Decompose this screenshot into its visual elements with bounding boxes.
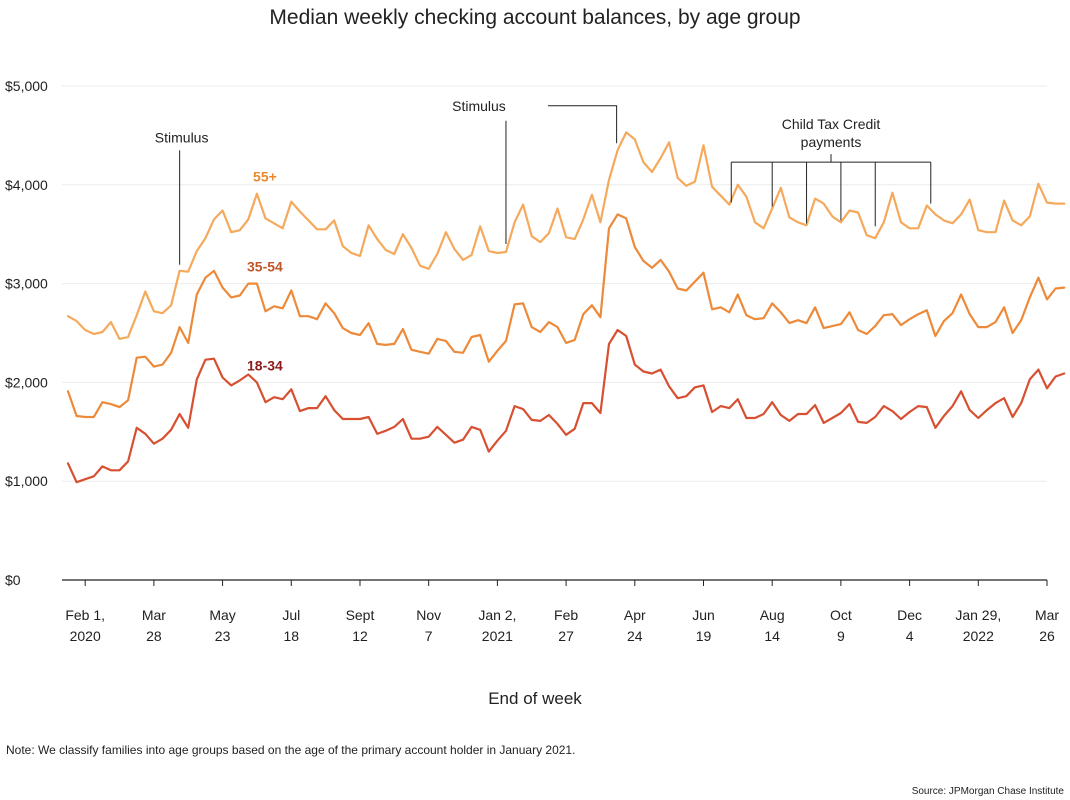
x-tick-label: 19	[696, 628, 712, 644]
y-tick-label: $4,000	[5, 177, 48, 193]
x-tick-label: 28	[146, 628, 162, 644]
footnote: Note: We classify families into age grou…	[6, 743, 576, 757]
x-tick-label: Jan 29,	[955, 607, 1001, 623]
x-tick-label: Aug	[760, 607, 785, 623]
x-tick-label: 2022	[963, 628, 994, 644]
source-credit: Source: JPMorgan Chase Institute	[911, 786, 1064, 797]
x-tick-label: 27	[558, 628, 574, 644]
series-lines	[66, 131, 1066, 484]
annotation-label: Stimulus	[155, 129, 209, 145]
y-axis: $0 $1,000 $2,000 $3,000 $4,000 $5,000	[5, 78, 48, 588]
x-tick-label: Jul	[282, 607, 300, 623]
x-tick-label: Feb	[554, 607, 578, 623]
series-label: 35-54	[247, 259, 283, 275]
y-tick-label: $5,000	[5, 78, 48, 94]
x-tick-label: 12	[352, 628, 368, 644]
x-tick-label: Sept	[346, 607, 375, 623]
series-labels: 55+ 35-54 18-34	[247, 169, 283, 374]
x-tick-label: Jun	[692, 607, 715, 623]
x-axis: Feb 1, 2020 Mar 28 May 23 Jul 18 Sept 12 Nov 7 Jan 2…	[65, 580, 1059, 644]
series-label: 55+	[253, 169, 277, 185]
x-tick-label: 7	[425, 628, 433, 644]
x-tick-label: Oct	[830, 607, 852, 623]
x-tick-label: Mar	[142, 607, 166, 623]
x-tick-label: Dec	[897, 607, 922, 623]
x-tick-label: 2021	[482, 628, 513, 644]
series-line-35-54	[66, 213, 1066, 419]
y-tick-label: $1,000	[5, 473, 48, 489]
x-tick-label: 4	[906, 628, 914, 644]
y-tick-label: $3,000	[5, 276, 48, 292]
x-tick-label: 14	[764, 628, 780, 644]
annotation-leader	[547, 105, 618, 144]
chart-title: Median weekly checking account balances,…	[269, 6, 801, 29]
x-tick-label: Mar	[1035, 607, 1059, 623]
gridlines	[62, 85, 1047, 581]
x-tick-label: Feb 1,	[65, 607, 105, 623]
y-tick-label: $2,000	[5, 374, 48, 390]
x-tick-label: 18	[283, 628, 299, 644]
annotation-label: Stimulus	[452, 98, 506, 114]
x-axis-title: End of week	[488, 689, 582, 708]
annotations: Stimulus Stimulus Child Tax Credit payments	[155, 98, 932, 265]
x-tick-label: Jan 2,	[478, 607, 516, 623]
x-tick-label: May	[209, 607, 235, 623]
x-tick-label: 24	[627, 628, 643, 644]
x-tick-label: 9	[837, 628, 845, 644]
series-line-55-	[66, 131, 1066, 340]
annotation-label: payments	[801, 134, 862, 150]
annotation-label: Child Tax Credit	[782, 116, 881, 132]
x-tick-label: 23	[215, 628, 231, 644]
x-tick-label: Nov	[416, 607, 441, 623]
series-line-18-34	[66, 328, 1066, 484]
series-label: 18-34	[247, 357, 283, 373]
y-tick-label: $0	[5, 572, 21, 588]
x-tick-label: 26	[1039, 628, 1055, 644]
x-tick-label: 2020	[70, 628, 101, 644]
x-tick-label: Apr	[624, 607, 646, 623]
